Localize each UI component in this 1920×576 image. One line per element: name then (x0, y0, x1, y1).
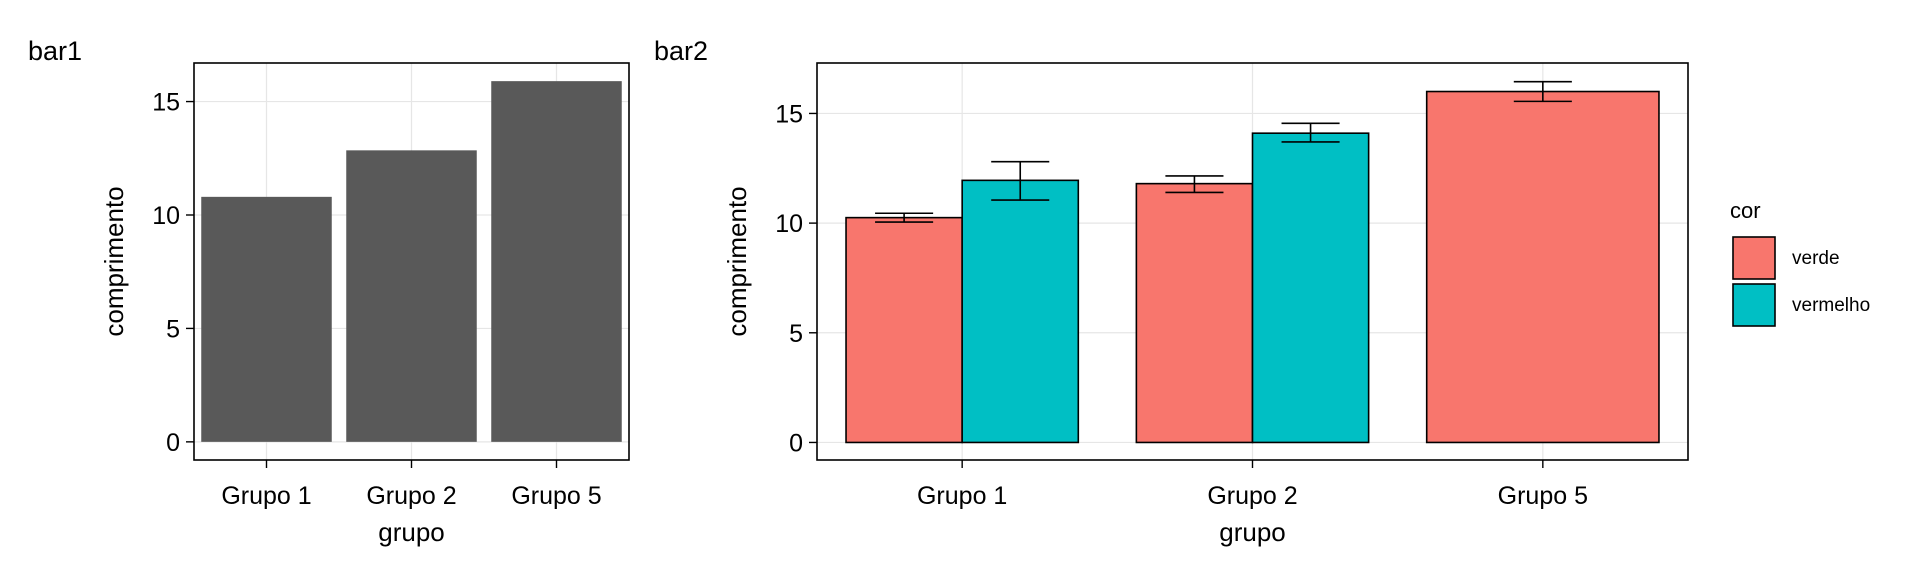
legend-swatch (1732, 283, 1776, 327)
bars (845, 90, 1660, 444)
legend-swatch (1732, 236, 1776, 280)
legend-label: vermelho (1792, 295, 1870, 316)
bar (201, 196, 332, 442)
error-bar (1513, 80, 1572, 103)
y-tick-label: 5 (166, 315, 180, 343)
error-bar (875, 212, 934, 223)
x-tick-label: Grupo 1 (917, 482, 1007, 510)
bar (1251, 132, 1370, 444)
bar (346, 150, 477, 442)
y-tick-label: 15 (775, 100, 803, 128)
error-bar (1165, 175, 1224, 194)
x-axis-title: grupo (378, 517, 445, 547)
y-tick-label: 10 (775, 210, 803, 238)
x-axis-title: grupo (1219, 517, 1286, 547)
bar (1135, 182, 1254, 444)
y-tick-label: 5 (789, 320, 803, 348)
y-tick-label: 0 (166, 429, 180, 457)
panel-title: bar2 (654, 36, 708, 66)
y-axis-title: comprimento (99, 186, 129, 336)
panel-title: bar1 (28, 36, 82, 66)
bar (1425, 90, 1660, 444)
legend: cor verde vermelho (1730, 198, 1870, 327)
error-bar (1281, 122, 1340, 143)
x-tick-label: Grupo 2 (366, 482, 456, 510)
error-bars (875, 80, 1572, 223)
error-bar (991, 160, 1050, 201)
legend-title: cor (1730, 198, 1761, 223)
y-tick-label: 15 (152, 89, 180, 117)
bar (491, 81, 622, 442)
y-tick-label: 10 (152, 202, 180, 230)
chart-bar2: bar2 0 5 10 15 Grupo 1 Grupo 2 Grupo 5 grupo comp… (654, 36, 1870, 547)
chart-bar1: bar1 0 5 10 15 Grupo 1 Grupo 2 Grupo 5 grupo comp… (28, 36, 630, 547)
bar (845, 216, 963, 444)
x-tick-label: Grupo 1 (221, 482, 311, 510)
x-tick-label: Grupo 5 (1498, 482, 1588, 510)
legend-label: verde (1792, 248, 1840, 269)
bar (961, 179, 1080, 444)
x-tick-label: Grupo 5 (511, 482, 601, 510)
x-tick-label: Grupo 2 (1207, 482, 1297, 510)
y-tick-label: 0 (789, 429, 803, 457)
y-axis-title: comprimento (722, 186, 752, 336)
